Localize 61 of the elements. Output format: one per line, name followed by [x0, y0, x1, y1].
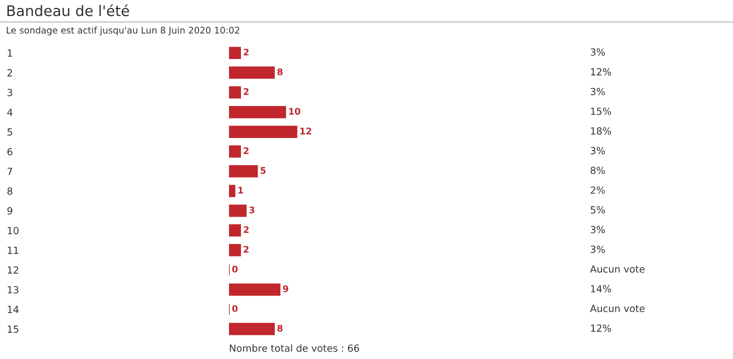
data-label: 2 [244, 226, 249, 233]
y-tick-label: 13 [8, 286, 18, 294]
y-tick-label: 7 [8, 168, 12, 175]
bar [229, 126, 298, 138]
data-label: 8 [277, 324, 283, 332]
y-tick-label: 8 [7, 187, 12, 195]
text: 8% [590, 166, 605, 174]
text: 3% [590, 246, 605, 253]
y-tick-label: 4 [7, 108, 12, 116]
y-tick-label: 3 [8, 88, 12, 96]
data-label: 12 [300, 128, 312, 134]
y-tick-label: 6 [7, 148, 12, 156]
data-label: 2 [244, 147, 249, 154]
y-tick-label: 1 [8, 50, 12, 57]
text: 3% [590, 226, 605, 234]
data-label: 3 [249, 206, 254, 214]
bar [229, 165, 258, 178]
data-label: 2 [244, 88, 249, 95]
text: 12% [591, 324, 612, 332]
data-label: 1 [238, 186, 244, 194]
text: 3% [590, 147, 605, 154]
bar [229, 204, 247, 217]
data-label: 2 [244, 246, 249, 253]
bar [229, 145, 241, 158]
y-tick-label: 2 [7, 69, 12, 76]
text: Bandeau de l'été [7, 4, 130, 16]
text: 12% [591, 68, 612, 76]
text: 3% [590, 88, 605, 96]
bar [229, 66, 275, 79]
data-label: 9 [282, 285, 288, 292]
text: 2% [590, 186, 605, 194]
data-label: 0 [232, 266, 238, 272]
y-tick-label: 5 [8, 128, 12, 136]
y-tick-label: 11 [8, 246, 18, 254]
data-label: 0 [232, 305, 238, 312]
y-tick-label: 12 [8, 266, 18, 274]
text: 5% [590, 206, 605, 214]
y-tick-label: 15 [8, 326, 18, 333]
data-label: 10 [289, 108, 300, 115]
bar [229, 244, 241, 256]
y-tick-label: 10 [8, 226, 19, 234]
text: 18% [591, 127, 612, 135]
bar [229, 106, 286, 118]
bar [229, 224, 241, 237]
bar [229, 322, 275, 336]
text: 15% [591, 108, 612, 115]
bar [229, 184, 236, 198]
text: Nombre total de votes : 66 [230, 344, 360, 352]
data-label: 5 [260, 167, 266, 174]
y-tick-label: 9 [7, 207, 12, 215]
data-label: 8 [277, 68, 283, 76]
bar [229, 86, 241, 98]
text: Le sondage est actif jusqu'au Lun 8 Juin 2020 10:02 [6, 26, 240, 36]
text: 14% [591, 285, 612, 292]
y-tick-label: 14 [8, 306, 19, 314]
text: Aucun vote [590, 304, 645, 312]
bar [229, 46, 241, 60]
bar [229, 283, 280, 296]
text: 3% [590, 48, 605, 56]
data-label: 2 [244, 48, 249, 56]
text: Aucun vote [590, 265, 645, 273]
